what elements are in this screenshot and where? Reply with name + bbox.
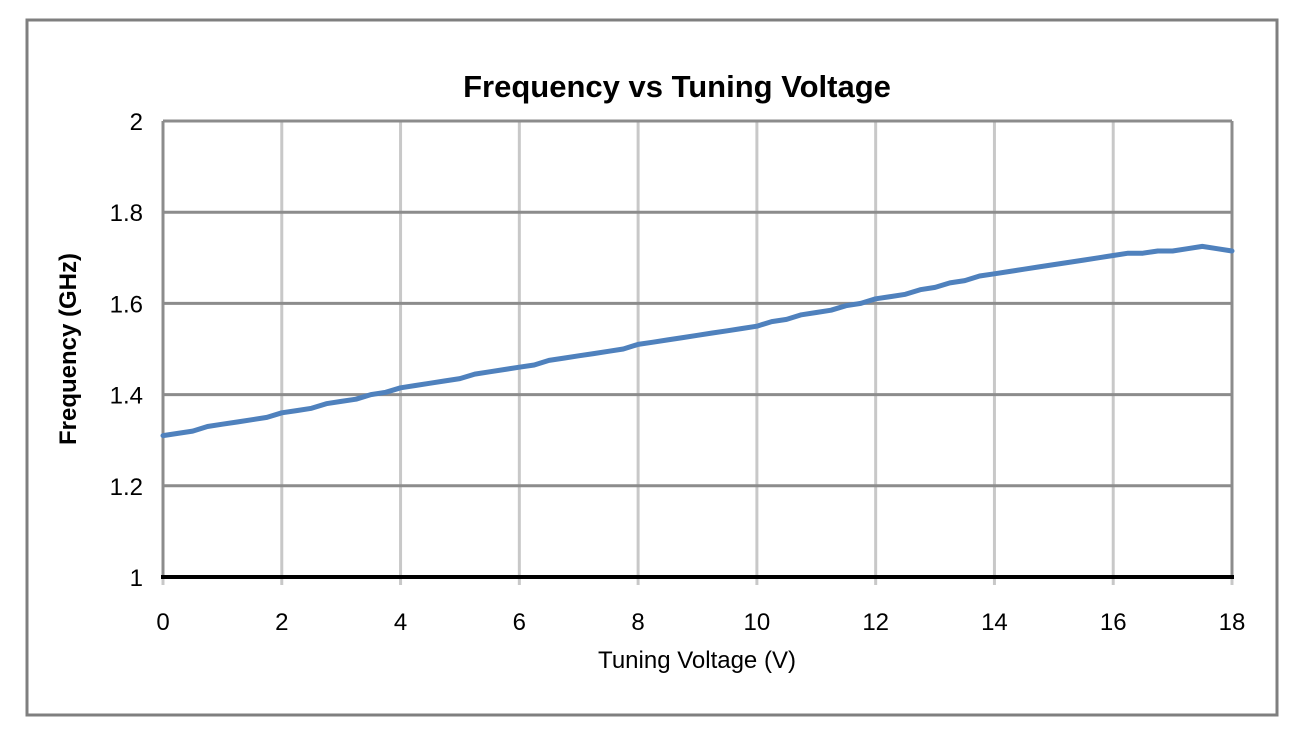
y-tick-label: 1.6 [110, 291, 143, 318]
chart-title: Frequency vs Tuning Voltage [463, 69, 891, 104]
y-tick-label: 2 [130, 109, 143, 136]
y-tick-label: 1.2 [110, 474, 143, 501]
y-tick-label: 1 [130, 565, 143, 592]
x-tick-label: 0 [156, 609, 169, 636]
x-tick-label: 10 [744, 609, 771, 636]
gridlines-layer [161, 119, 1234, 577]
x-tick-label: 18 [1219, 609, 1246, 636]
x-tick-label: 14 [981, 609, 1008, 636]
x-tick-label: 2 [275, 609, 288, 636]
y-tick-label: 1.4 [110, 383, 143, 410]
tick-labels-layer: 0 2 4 6 8 10 12 14 16 18 1 1.2 1.4 1.6 1.8 2 [110, 109, 1246, 636]
y-tick-label: 1.8 [110, 200, 143, 227]
axes-layer [161, 575, 1234, 585]
data-series-line [160, 243, 1235, 439]
chart-border [25, 18, 1279, 717]
x-axis-title: Tuning Voltage (V) [598, 647, 796, 674]
x-tick-label: 12 [862, 609, 889, 636]
x-tick-label: 16 [1100, 609, 1127, 636]
series-layer [160, 243, 1235, 439]
x-tick-label: 6 [513, 609, 526, 636]
x-tick-label: 8 [631, 609, 644, 636]
y-axis-title: Frequency (GHz) [55, 253, 82, 445]
x-tick-label: 4 [394, 609, 407, 636]
